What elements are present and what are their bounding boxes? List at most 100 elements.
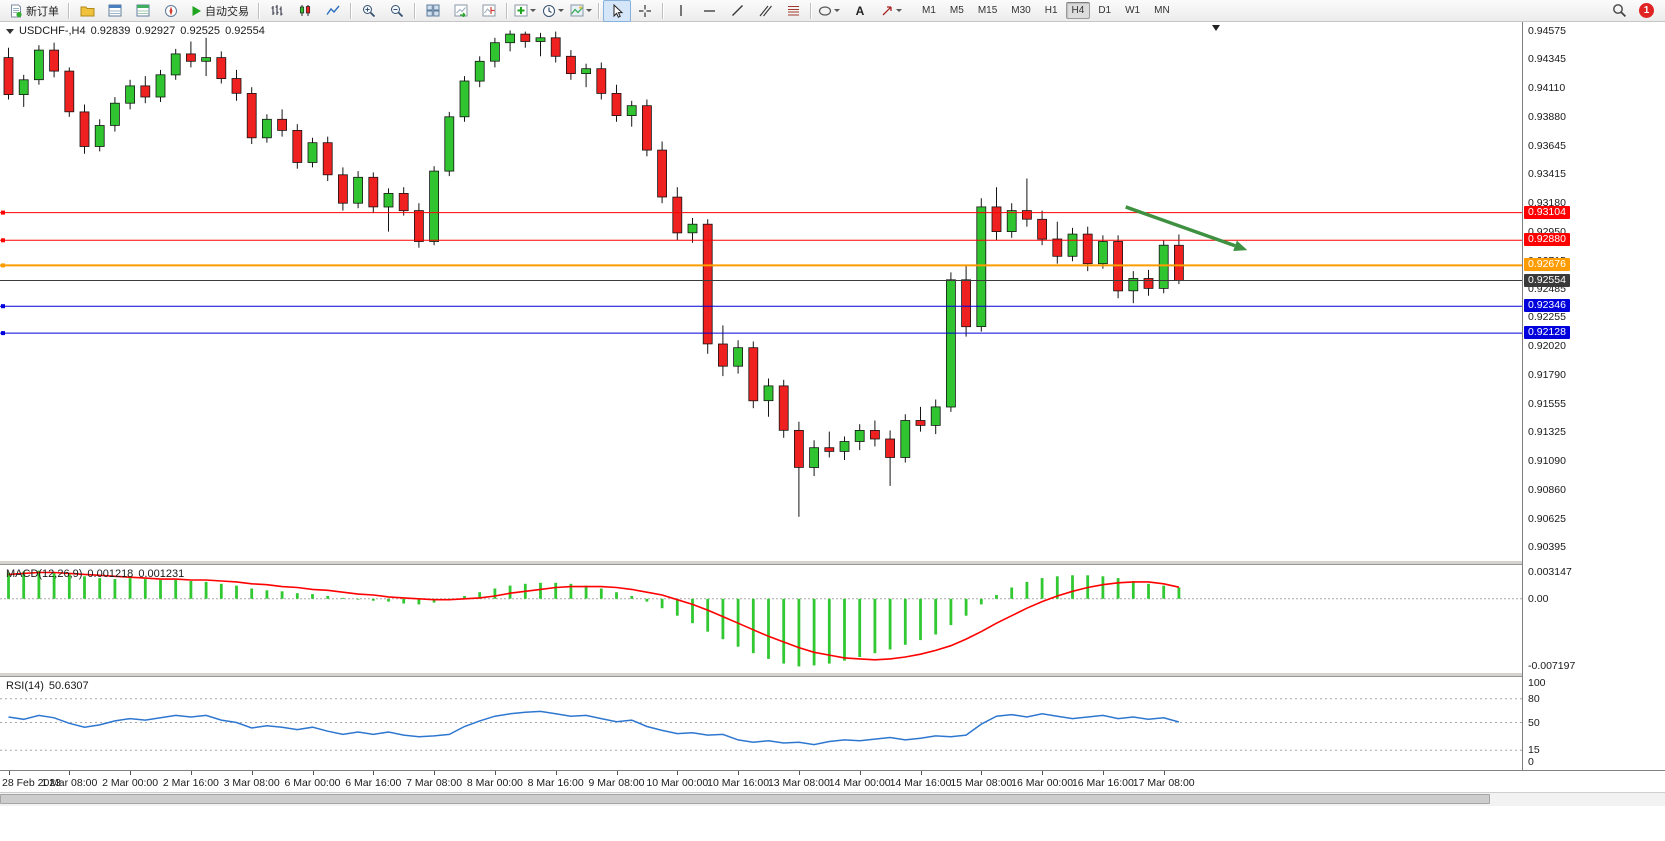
time-label: 17 Mar 08:00 — [1132, 777, 1195, 789]
autotrading-button[interactable]: 自动交易 — [185, 0, 255, 22]
text-tool-button[interactable]: A — [843, 0, 877, 22]
pane-separator[interactable] — [0, 672, 1665, 677]
auto-scroll-button[interactable] — [447, 0, 475, 22]
vertical-line-button[interactable] — [667, 0, 695, 22]
periods-button[interactable] — [539, 0, 567, 22]
zoom-in-icon — [362, 4, 376, 18]
zoom-in-button[interactable] — [355, 0, 383, 22]
notification-badge[interactable]: 1 — [1639, 3, 1654, 18]
main-chart-pane[interactable]: USDCHF-,H4 0.92839 0.92927 0.92525 0.925… — [0, 22, 1522, 560]
horizontal-scrollbar[interactable] — [0, 792, 1665, 806]
timeframe-button-D1[interactable]: D1 — [1098, 5, 1112, 16]
chevron-down-icon — [558, 9, 564, 12]
time-tick — [616, 771, 618, 775]
price-tick: 0.93415 — [1528, 168, 1566, 181]
time-tick — [1042, 771, 1044, 775]
timeframe-group: M1 M5 M15 M30 H1 H4 D1 W1 MN — [915, 2, 1177, 19]
time-label: 2 Mar 00:00 — [102, 777, 159, 789]
horizontal-line-icon — [703, 5, 716, 17]
price-axis: 0.94575 0.94345 0.94110 0.93880 0.93645 0.934… — [1522, 22, 1665, 770]
data-window-button[interactable] — [129, 0, 157, 22]
candlestick-chart — [0, 30, 1522, 517]
line-chart-button[interactable] — [319, 0, 347, 22]
scrollbar-thumb[interactable] — [0, 794, 1490, 804]
bid-price-label: 0.92554 — [1524, 273, 1570, 287]
level-price-label: 0.92128 — [1524, 326, 1570, 340]
cursor-button[interactable] — [603, 0, 631, 22]
separator — [414, 2, 416, 19]
trendline-button[interactable] — [723, 0, 751, 22]
time-label: 3 Mar 08:00 — [223, 777, 280, 789]
time-tick — [920, 771, 922, 775]
fibonacci-button[interactable] — [779, 0, 807, 22]
timeframe-button-MN[interactable]: MN — [1154, 5, 1170, 16]
time-label: 15 Mar 08:00 — [950, 777, 1013, 789]
profiles-button[interactable] — [73, 0, 101, 22]
navigator-button[interactable] — [157, 0, 185, 22]
candlestick-chart-button[interactable] — [291, 0, 319, 22]
time-tick — [555, 771, 557, 775]
table-icon — [108, 4, 122, 17]
chart-symbol-period: USDCHF-,H4 — [19, 25, 86, 37]
time-tick — [981, 771, 983, 775]
price-tick: 0.91555 — [1528, 397, 1566, 410]
indicators-button[interactable] — [511, 0, 539, 22]
rsi-chart — [0, 698, 1522, 751]
arrow-tools-button[interactable] — [877, 0, 905, 22]
chart-shift-marker[interactable] — [1212, 25, 1220, 31]
rsi-tick: 15 — [1528, 744, 1540, 757]
time-tick — [251, 771, 253, 775]
timeframe-button-M15[interactable]: M15 — [977, 5, 998, 16]
search-icon — [1612, 3, 1627, 18]
pane-separator[interactable] — [0, 560, 1665, 565]
ohlc-low: 0.92525 — [180, 25, 221, 37]
time-label: 14 Mar 16:00 — [889, 777, 952, 789]
macd-tick: 0.00 — [1528, 592, 1549, 605]
time-label: 28 Feb 2023 — [2, 777, 61, 789]
search-button[interactable] — [1605, 0, 1633, 22]
timeframe-button-H4[interactable]: H4 — [1065, 2, 1091, 19]
time-tick — [312, 771, 314, 775]
market-watch-button[interactable] — [101, 0, 129, 22]
rsi-pane[interactable]: RSI(14) 50.6307 — [0, 677, 1522, 770]
trendline-icon — [731, 4, 744, 17]
clock-icon — [542, 4, 556, 18]
macd-main-value: 0.001218 — [87, 568, 134, 580]
ohlc-high: 0.92927 — [135, 25, 176, 37]
time-tick — [859, 771, 861, 775]
macd-pane[interactable]: MACD(12,26,9) 0.001218 0.001231 — [0, 565, 1522, 672]
zoom-out-button[interactable] — [383, 0, 411, 22]
channel-button[interactable] — [751, 0, 779, 22]
timeframe-button-M1[interactable]: M1 — [922, 5, 936, 16]
timeframe-button-W1[interactable]: W1 — [1125, 5, 1141, 16]
chart-ohlc-values: 0.92839 0.92927 0.92525 0.92554 — [91, 25, 267, 37]
macd-chart — [0, 570, 1522, 667]
crosshair-button[interactable] — [631, 0, 659, 22]
price-tick: 0.91090 — [1528, 455, 1566, 468]
timeframe-button-M30[interactable]: M30 — [1011, 5, 1031, 16]
bar-chart-button[interactable] — [263, 0, 291, 22]
autotrading-label: 自动交易 — [205, 5, 249, 18]
shapes-button[interactable] — [815, 0, 843, 22]
time-tick — [434, 771, 436, 775]
ohlc-close: 0.92554 — [225, 25, 265, 37]
horizontal-line-button[interactable] — [695, 0, 723, 22]
chart-shift-button[interactable] — [475, 0, 503, 22]
collapse-icon[interactable] — [6, 28, 14, 34]
price-tick: 0.91790 — [1528, 368, 1566, 381]
time-label: 10 Mar 00:00 — [646, 777, 709, 789]
text-tool-label: A — [855, 3, 865, 18]
price-tick: 0.94110 — [1528, 82, 1566, 95]
time-tick — [738, 771, 740, 775]
timeframe-button-H1[interactable]: H1 — [1044, 5, 1058, 16]
time-tick — [8, 771, 10, 775]
timeframe-button-M5[interactable]: M5 — [949, 5, 964, 16]
level-price-label: 0.93104 — [1524, 205, 1570, 219]
tile-windows-button[interactable] — [419, 0, 447, 22]
price-tick: 0.91325 — [1528, 426, 1566, 439]
templates-button[interactable] — [567, 0, 595, 22]
new-order-button[interactable]: 新订单 — [3, 0, 65, 22]
chevron-down-icon — [530, 9, 536, 12]
separator — [810, 2, 812, 19]
time-label: 8 Mar 16:00 — [527, 777, 584, 789]
